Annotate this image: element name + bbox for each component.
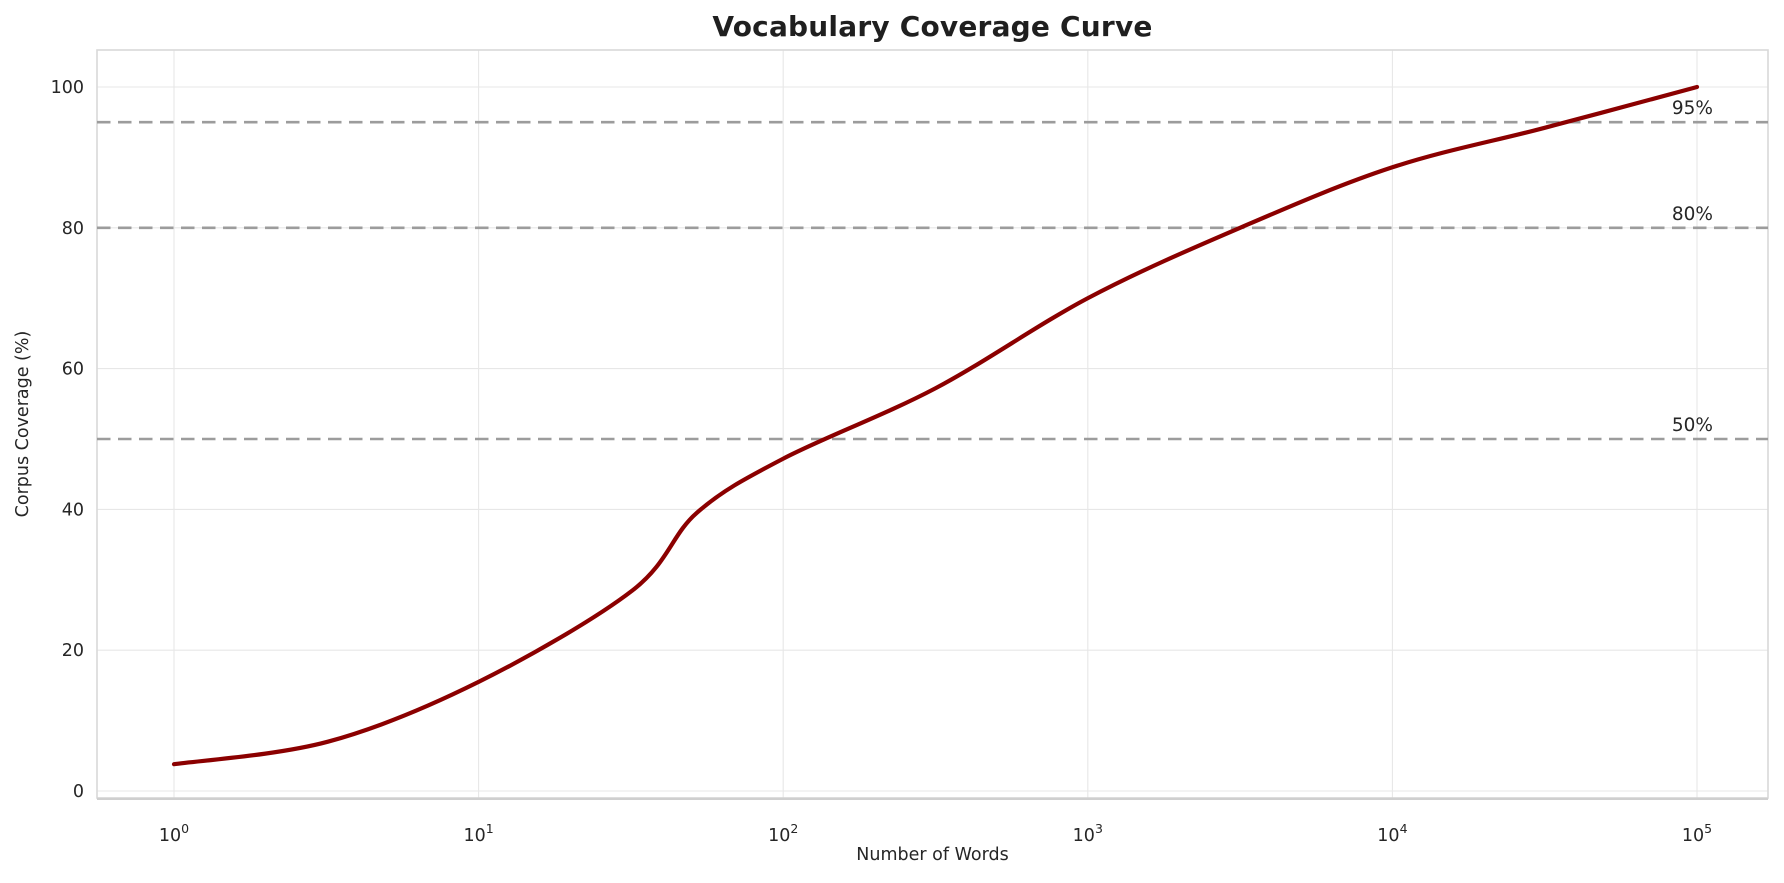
x-axis-label: Number of Words <box>856 845 1009 865</box>
x-tick-base: 10 <box>1377 826 1399 846</box>
x-tick-exponent: 4 <box>1400 821 1408 836</box>
x-tick-label-10e4: 104 <box>1377 821 1407 846</box>
y-tick-label-20: 20 <box>62 641 84 661</box>
y-tick-label-100: 100 <box>51 78 84 98</box>
x-tick-label-10e1: 101 <box>463 821 493 846</box>
threshold-label-80: 80% <box>1672 204 1713 225</box>
y-tick-label-0: 0 <box>73 782 84 802</box>
x-tick-exponent: 2 <box>790 821 798 836</box>
x-tick-exponent: 1 <box>486 821 494 836</box>
x-tick-label-10e0: 100 <box>159 821 189 846</box>
threshold-label-50: 50% <box>1672 415 1713 436</box>
x-tick-exponent: 0 <box>181 821 189 836</box>
y-tick-label-60: 60 <box>62 360 84 380</box>
x-tick-label-10e5: 105 <box>1682 821 1712 846</box>
y-tick-label-40: 40 <box>62 500 84 520</box>
x-tick-base: 10 <box>1682 826 1704 846</box>
x-tick-exponent: 3 <box>1095 821 1103 836</box>
x-tick-base: 10 <box>1073 826 1095 846</box>
x-tick-base: 10 <box>768 826 790 846</box>
x-tick-label-10e2: 102 <box>768 821 798 846</box>
x-tick-label-10e3: 103 <box>1073 821 1103 846</box>
threshold-label-95: 95% <box>1672 98 1713 119</box>
x-tick-exponent: 5 <box>1704 821 1712 836</box>
chart-title: Vocabulary Coverage Curve <box>712 10 1153 43</box>
x-tick-base: 10 <box>159 826 181 846</box>
x-tick-base: 10 <box>463 826 485 846</box>
coverage-curve-line <box>171 84 1700 767</box>
y-tick-label-80: 80 <box>62 219 84 239</box>
y-axis-label: Corpus Coverage (%) <box>13 330 33 518</box>
